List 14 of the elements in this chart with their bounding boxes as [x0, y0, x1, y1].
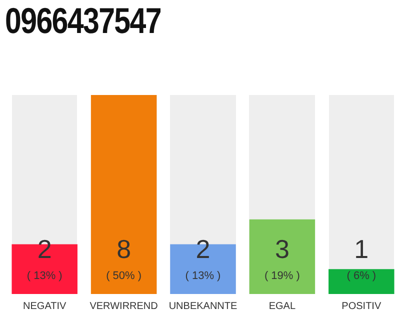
- data-label: 3: [274, 234, 290, 264]
- annotation: ( 19% ): [264, 270, 300, 282]
- x-tick-label: VERWIRREND: [90, 300, 158, 312]
- annotation: ( 50% ): [106, 270, 142, 282]
- data-label: 1: [354, 234, 369, 264]
- x-tick-label: NEGATIV: [23, 300, 67, 312]
- annotation: ( 13% ): [26, 270, 62, 282]
- data-label: 8: [116, 234, 132, 264]
- annotation: ( 6% ): [346, 270, 376, 282]
- x-tick-label: EGAL: [268, 300, 296, 312]
- chart-title: 0966437547: [5, 0, 161, 42]
- annotation: ( 13% ): [185, 270, 221, 282]
- x-tick-label: POSITIV: [342, 300, 382, 312]
- x-tick-label: UNBEKANNTE: [168, 300, 238, 312]
